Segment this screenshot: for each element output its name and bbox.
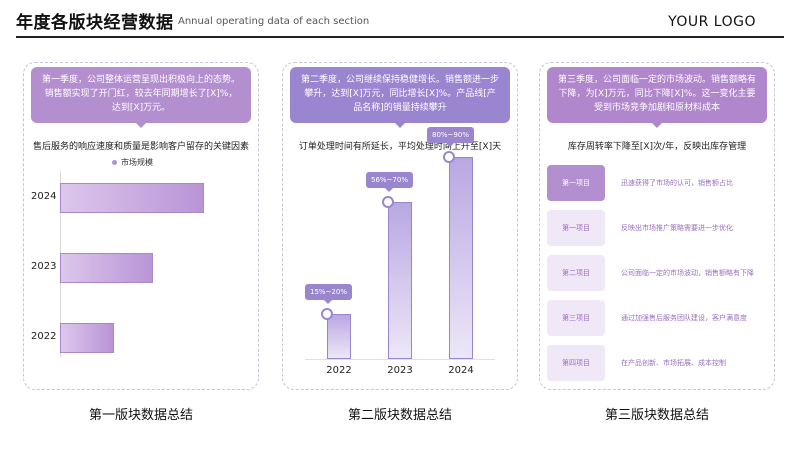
x-tick-label: 2023 (387, 365, 413, 376)
panel-1-footer: 第一版块数据总结 (88, 408, 193, 423)
x-tick-label: 2022 (326, 365, 352, 376)
data-label: 80%~90% (427, 127, 474, 148)
y-tick-label: 2024 (31, 191, 57, 202)
page-subtitle: Annual operating data of each section (178, 16, 370, 27)
project-description: 公司面临一定的市场波动，销售额略有下降 (621, 269, 754, 277)
panel-3: 第三季度，公司面临一定的市场波动。销售额略有下降，为[X]万元，同比下降[X]%… (539, 62, 775, 390)
project-description: 反映出市场推广策略需要进一步优化 (621, 224, 733, 232)
list-item: 第二项目 公司面临一定的市场波动，销售额略有下降 (547, 255, 769, 291)
bar-2024 (449, 157, 473, 359)
bar-2022 (327, 314, 351, 359)
bar-marker (382, 196, 394, 209)
list-item: 第四项目 在产品创新、市场拓展、成本控制 (547, 345, 769, 381)
x-tick-label: 2024 (448, 365, 474, 376)
project-tag: 第一项目 (547, 210, 605, 246)
bar-marker (443, 151, 455, 164)
list-item: 第一项目 反映出市场推广策略需要进一步优化 (547, 210, 769, 246)
bar-2024 (60, 183, 204, 213)
chart-legend: 市场规模 (112, 157, 153, 168)
list-item: 第三项目 通过加强售后服务团队建设，客户满意度 (547, 300, 769, 336)
panel-1-chart-title: 售后服务的响应速度和质量是影响客户留存的关键因素 (32, 142, 249, 152)
project-tag: 第三项目 (547, 300, 605, 336)
y-tick-label: 2022 (31, 331, 57, 342)
project-description: 迅速获得了市场的认可，销售额占比 (621, 179, 733, 187)
legend-label: 市场规模 (121, 158, 153, 167)
bar-2023 (60, 253, 153, 283)
panel-2-footer: 第二版块数据总结 (347, 408, 452, 423)
list-item: 第一项目 迅速获得了市场的认可，销售额占比 (547, 165, 769, 201)
panel-3-summary: 第三季度，公司面临一定的市场波动。销售额略有下降，为[X]万元，同比下降[X]%… (547, 67, 767, 128)
project-tag: 第二项目 (547, 255, 605, 291)
project-description: 通过加强售后服务团队建设，客户满意度 (621, 314, 747, 322)
bar-2022 (60, 323, 115, 353)
bar-marker (321, 308, 333, 321)
page-title: 年度各版块经营数据 (16, 13, 174, 33)
header-divider (16, 36, 784, 38)
data-label: 56%~70% (366, 172, 413, 193)
logo: YOUR LOGO (668, 14, 756, 30)
x-axis-line (305, 359, 495, 360)
bar-2023 (388, 202, 412, 359)
panel-1: 第一季度，公司整体运营呈现出积极向上的态势。销售额实现了开门红，较去年同期增长了… (23, 62, 259, 390)
y-tick-label: 2023 (31, 261, 57, 272)
data-label: 15%~20% (305, 284, 352, 305)
panel-1-summary: 第一季度，公司整体运营呈现出积极向上的态势。销售额实现了开门红，较去年同期增长了… (31, 67, 251, 128)
panel-2: 第二季度，公司继续保持稳健增长。销售额进一步攀升，达到[X]万元，同比增长[X]… (282, 62, 518, 390)
project-tag: 第一项目 (547, 165, 605, 201)
panel-2-chart-title: 订单处理时间有所延长，平均处理时间上升至[X]天 (298, 142, 502, 152)
panel-3-footer: 第三版块数据总结 (604, 408, 709, 423)
project-tag: 第四项目 (547, 345, 605, 381)
panel-3-chart-title: 库存周转率下降至[X]次/年，反映出库存管理 (567, 142, 747, 152)
project-description: 在产品创新、市场拓展、成本控制 (621, 359, 726, 367)
legend-marker (112, 160, 117, 165)
panel-2-summary: 第二季度，公司继续保持稳健增长。销售额进一步攀升，达到[X]万元，同比增长[X]… (290, 67, 510, 128)
